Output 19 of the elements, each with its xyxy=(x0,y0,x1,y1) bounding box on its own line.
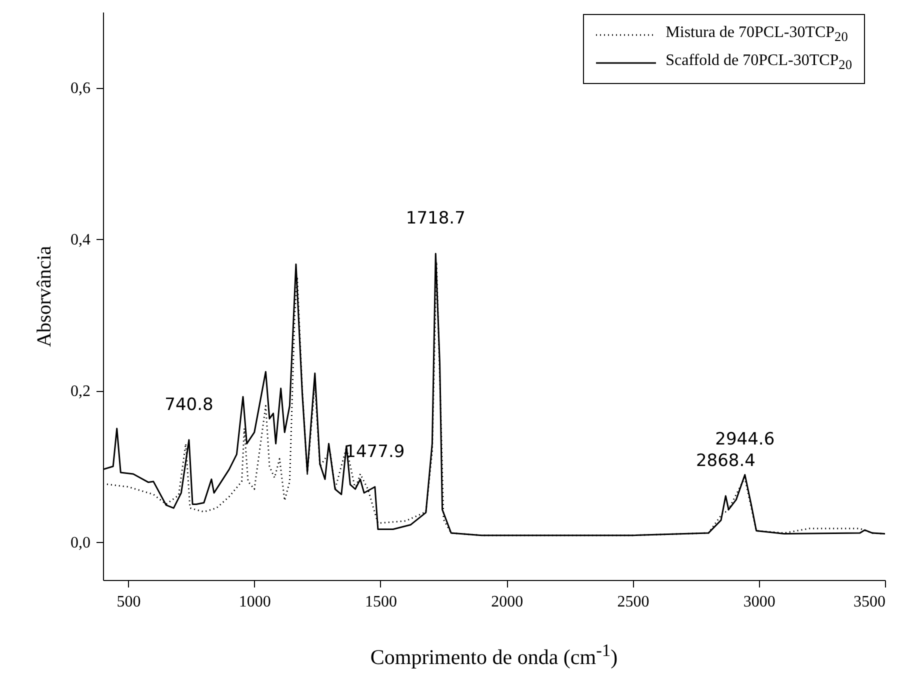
x-tick-label: 1500 xyxy=(364,594,397,610)
x-tick-label: 2000 xyxy=(491,594,524,610)
x-tick-label: 2500 xyxy=(617,594,650,610)
annotation: 2868.4 xyxy=(696,450,756,471)
annotation: 2944.6 xyxy=(715,430,775,450)
y-tick-label: 0,0 xyxy=(70,534,90,552)
legend-label: Mistura de 70PCL-30TCP$_{20}$ xyxy=(666,24,848,46)
legend-label: Scaffold de 70PCL-30TCP$_{20}$ xyxy=(666,52,852,74)
y-tick-label: 0,2 xyxy=(70,383,90,400)
y-tick-label: 0,4 xyxy=(70,232,90,249)
y-axis-title: Absorvância xyxy=(34,246,56,348)
annotation: 1718.7 xyxy=(406,208,466,229)
x-tick-label: 3500 xyxy=(854,594,886,610)
y-tick-label: 0,6 xyxy=(70,80,90,98)
x-tick-label: 500 xyxy=(116,594,141,610)
x-tick-label: 3000 xyxy=(743,594,776,610)
annotation: 740.8 xyxy=(164,394,214,415)
x-tick-label: 1000 xyxy=(238,594,271,610)
x-axis-title: Comprimento de onda (cm$^{-1}$) xyxy=(369,640,619,670)
